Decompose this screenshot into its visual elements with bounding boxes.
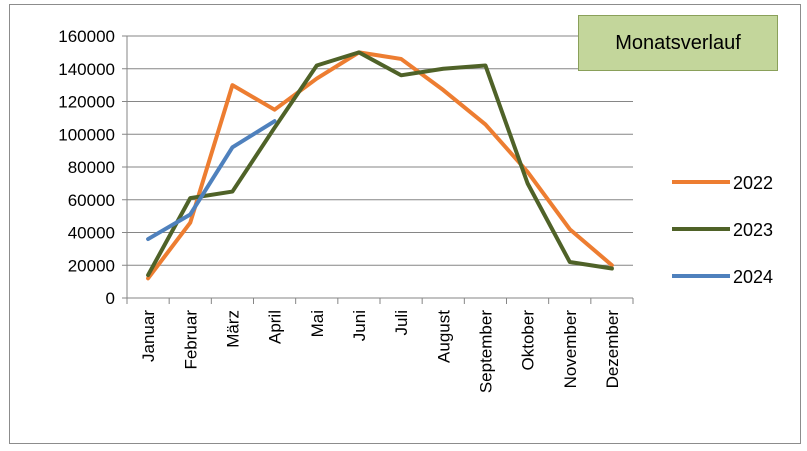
y-tick-label: 20000 — [68, 256, 115, 275]
x-tick-label: Mai — [308, 310, 327, 337]
legend-label-2024: 2024 — [733, 267, 773, 287]
x-tick-label: Dezember — [603, 310, 622, 389]
x-tick-label: Juni — [350, 310, 369, 341]
legend: 2022 2023 2024 — [672, 173, 773, 287]
y-tick-label: 120000 — [58, 93, 115, 112]
y-tick-label: 60000 — [68, 191, 115, 210]
y-tick-label: 160000 — [58, 27, 115, 46]
series-line-2024 — [146, 119, 277, 242]
chart-title: Monatsverlauf — [578, 15, 778, 71]
series-lines — [146, 50, 614, 281]
x-tick-label: Juli — [392, 310, 411, 336]
x-tick-label: Februar — [181, 310, 200, 370]
series-line-2022 — [146, 50, 614, 281]
y-tick-label: 140000 — [58, 60, 115, 79]
x-tick-label: März — [223, 310, 242, 348]
y-tick-label: 0 — [106, 289, 115, 308]
y-tick-label: 80000 — [68, 158, 115, 177]
y-axis-ticks: 0 20000 40000 60000 80000 100000 120000 140000 1… — [58, 27, 127, 308]
gridlines — [127, 35, 633, 266]
series-line-2023 — [146, 50, 614, 278]
x-tick-label: August — [434, 310, 453, 363]
x-tick-label: September — [476, 310, 495, 393]
x-tick-label: Oktober — [519, 310, 538, 371]
x-tick-label: Januar — [139, 310, 158, 362]
y-tick-label: 100000 — [58, 125, 115, 144]
legend-label-2022: 2022 — [733, 173, 773, 193]
x-axis-ticks: Januar Februar März April Mai Juni Juli August S… — [126, 298, 634, 393]
chart-frame — [9, 4, 801, 444]
x-tick-label: April — [266, 310, 285, 344]
y-tick-label: 40000 — [68, 224, 115, 243]
legend-label-2023: 2023 — [733, 220, 773, 240]
x-tick-label: November — [561, 310, 580, 389]
